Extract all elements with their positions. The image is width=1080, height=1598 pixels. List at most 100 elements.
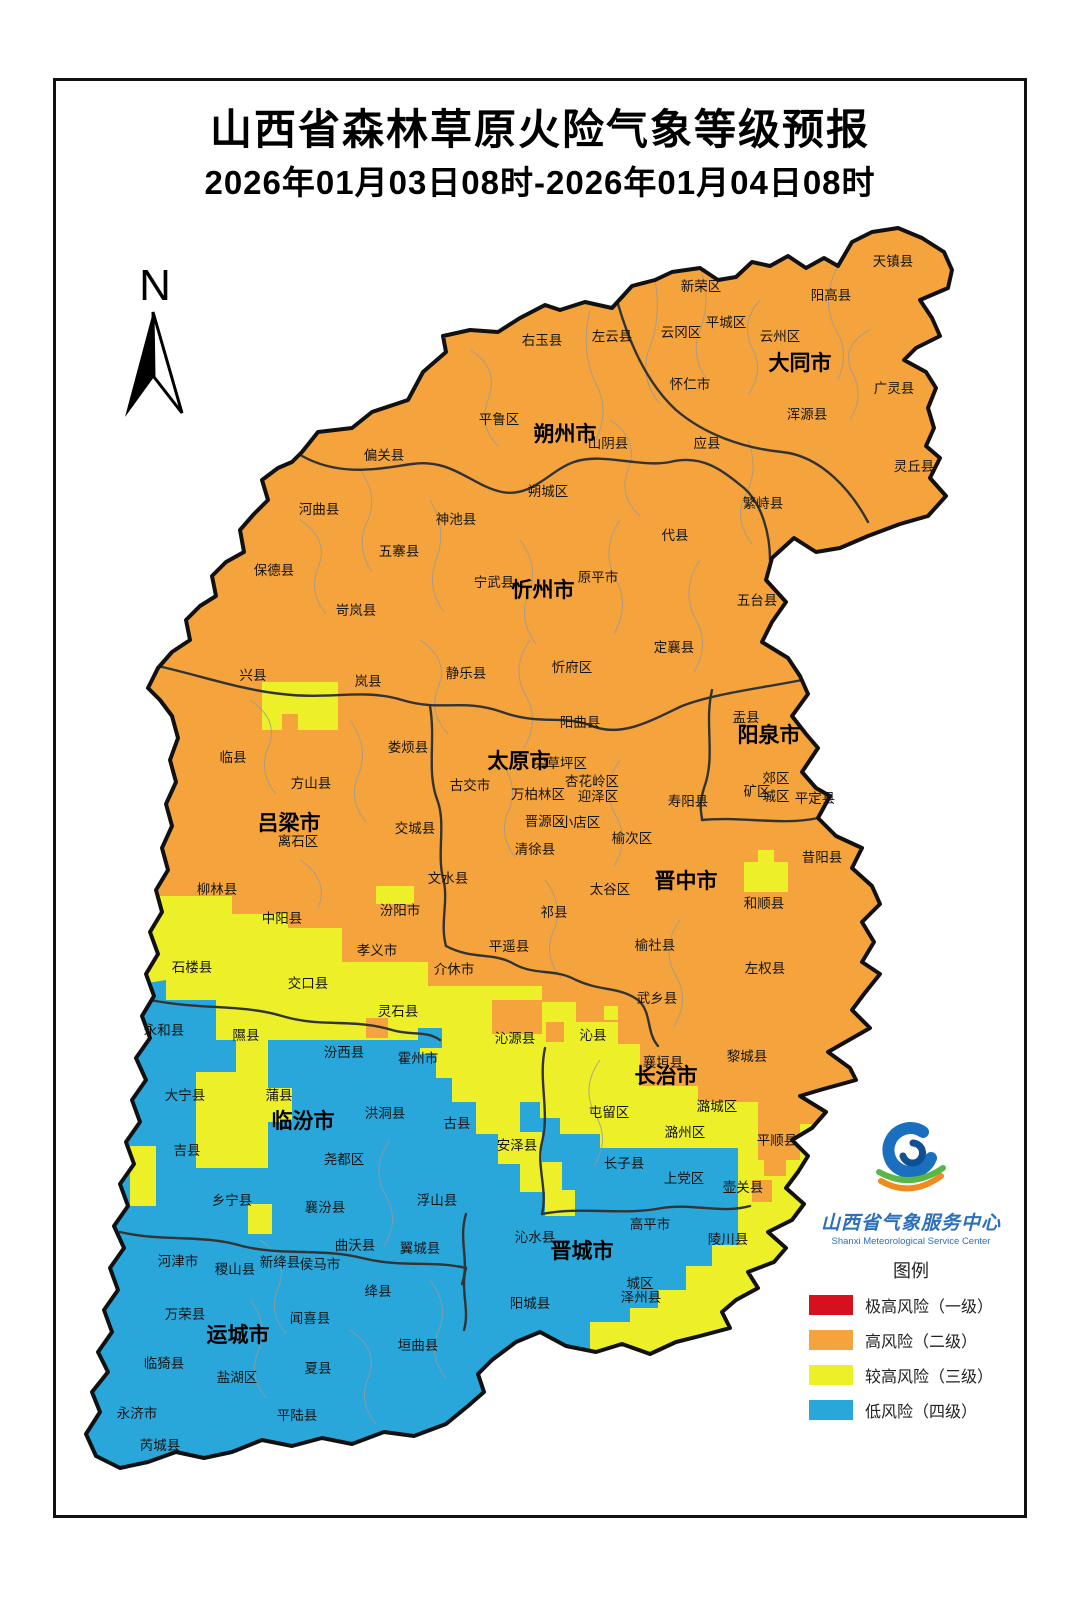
org-name-en: Shanxi Meteorological Service Center — [831, 1236, 991, 1247]
map-label-county: 代县 — [662, 528, 689, 543]
map-label-county: 岚县 — [355, 674, 382, 689]
map-label-county: 洪洞县 — [365, 1106, 406, 1121]
map-label-county: 忻府区 — [552, 660, 593, 675]
map-label-county: 平顺县 — [757, 1133, 798, 1148]
map-label-county: 昔阳县 — [802, 850, 843, 865]
map-label-county: 平鲁区 — [479, 412, 520, 427]
map-frame — [53, 78, 1027, 1518]
map-label-county: 万荣县 — [165, 1307, 206, 1322]
legend-swatch — [809, 1365, 853, 1385]
map-label-county: 朔城区 — [528, 484, 569, 499]
map-label-county: 安泽县 — [497, 1138, 538, 1153]
map-label-county: 云冈区 — [661, 325, 702, 340]
map-label-city: 临汾市 — [272, 1109, 335, 1133]
map-label-county: 隰县 — [233, 1028, 260, 1043]
legend-item: 极高风险（一级） — [809, 1293, 1027, 1317]
map-label-county: 尧都区 — [324, 1152, 365, 1167]
map-label-county: 盂县 — [733, 710, 760, 725]
map-label-county: 稷山县 — [215, 1262, 256, 1277]
map-label-county: 襄汾县 — [305, 1200, 346, 1215]
map-label-county: 翼城县 — [400, 1241, 441, 1256]
map-label-county: 迎泽区 — [578, 789, 619, 804]
north-arrow-label: N — [139, 261, 171, 310]
county-boundaries — [249, 265, 871, 1425]
map-label-county: 交城县 — [395, 820, 436, 836]
map-label-county: 石楼县 — [172, 960, 213, 975]
yellow-patches — [130, 682, 788, 1234]
map-label-city: 运城市 — [207, 1323, 270, 1347]
map-label-county: 兴县 — [240, 668, 267, 683]
map-label-county: 永和县 — [144, 1023, 185, 1038]
map-label-county: 柳林县 — [197, 882, 238, 897]
legend-item: 较高风险（三级） — [809, 1363, 1027, 1387]
map-label-county: 孝义市 — [357, 942, 398, 958]
map-label-county: 陵川县 — [708, 1232, 749, 1247]
map-label-county: 平定县 — [795, 791, 836, 806]
map-label-county: 神池县 — [436, 512, 477, 527]
map-label-county: 绛县 — [365, 1284, 392, 1299]
shanxi-meteorological-logo-icon — [876, 1122, 946, 1192]
page-title: 山西省森林草原火险气象等级预报 — [209, 106, 870, 153]
map-label-county: 和顺县 — [744, 896, 785, 911]
map-label-county: 垣曲县 — [398, 1338, 439, 1353]
legend-label: 低风险（四级） — [865, 1404, 978, 1421]
map-label-county: 右玉县 — [522, 333, 563, 348]
map-label-county: 灵石县 — [378, 1004, 419, 1019]
map-label-county: 古县 — [444, 1116, 471, 1131]
map-label-county: 吉县 — [174, 1143, 201, 1158]
map-label-county: 晋源区 — [525, 814, 566, 829]
map-label-county: 临县 — [220, 750, 247, 765]
map-label-county: 平城区 — [706, 315, 747, 330]
map-label-county: 繁峙县 — [743, 496, 784, 511]
map-label-county: 屯留区 — [589, 1105, 630, 1120]
map-label-county: 静乐县 — [446, 666, 487, 681]
map-label-county: 浮山县 — [417, 1193, 458, 1208]
map-label-county: 芮城县 — [140, 1437, 181, 1453]
map-label-county: 清徐县 — [515, 842, 556, 857]
map-label-county: 五台县 — [737, 593, 778, 608]
map-label-county: 平遥县 — [489, 939, 530, 954]
map-label-county: 保德县 — [254, 563, 295, 578]
map-label-county: 临猗县 — [144, 1356, 185, 1371]
map-label-city: 吕梁市 — [258, 811, 321, 835]
map-label-county: 高平市 — [630, 1216, 671, 1232]
map-label-county: 新荣区 — [681, 279, 722, 294]
map-label-county: 应县 — [694, 435, 721, 451]
legend-swatch — [809, 1330, 853, 1350]
map-label-county: 沁源县 — [495, 1031, 536, 1046]
map-label-county: 汾西县 — [324, 1045, 365, 1060]
map-label-county: 原平市 — [578, 569, 619, 585]
map-label-city: 朔州市 — [534, 422, 597, 446]
map-label-county: 郊区 — [763, 770, 790, 786]
map-label-county: 平陆县 — [277, 1408, 318, 1423]
legend-swatch — [809, 1295, 853, 1315]
legend-item: 高风险（二级） — [809, 1328, 1027, 1352]
map-label-county: 左权县 — [745, 960, 786, 976]
map-label-county: 城区 — [627, 1276, 654, 1291]
legend-label: 较高风险（三级） — [865, 1369, 994, 1386]
map-label-county: 太谷区 — [590, 882, 631, 897]
map-label-city: 长治市 — [635, 1064, 698, 1088]
map-label-county: 怀仁市 — [670, 376, 711, 392]
map-label-county: 永济市 — [117, 1405, 158, 1421]
map-label-county: 榆次区 — [612, 831, 653, 846]
map-label-city: 大同市 — [769, 351, 832, 375]
map-label-county: 武乡县 — [637, 991, 678, 1006]
map-label-county: 襄垣县 — [643, 1055, 684, 1070]
map-label-county: 祁县 — [541, 905, 568, 920]
map-label-county: 泽州县 — [621, 1290, 662, 1305]
map-label-county: 尖草坪区 — [533, 756, 587, 771]
north-arrow-icon: N — [125, 261, 184, 417]
map-label-county: 古交市 — [450, 777, 491, 793]
map-label-county: 偏关县 — [364, 448, 405, 463]
map-label-county: 潞城区 — [697, 1099, 738, 1114]
legend-label: 高风险（二级） — [865, 1334, 978, 1351]
map-label-county: 榆社县 — [635, 938, 676, 953]
map-label-city: 太原市 — [488, 749, 551, 773]
map-label-county: 河曲县 — [299, 502, 340, 517]
map-label-county: 沁水县 — [515, 1230, 556, 1245]
map-label-county: 广灵县 — [874, 381, 915, 396]
